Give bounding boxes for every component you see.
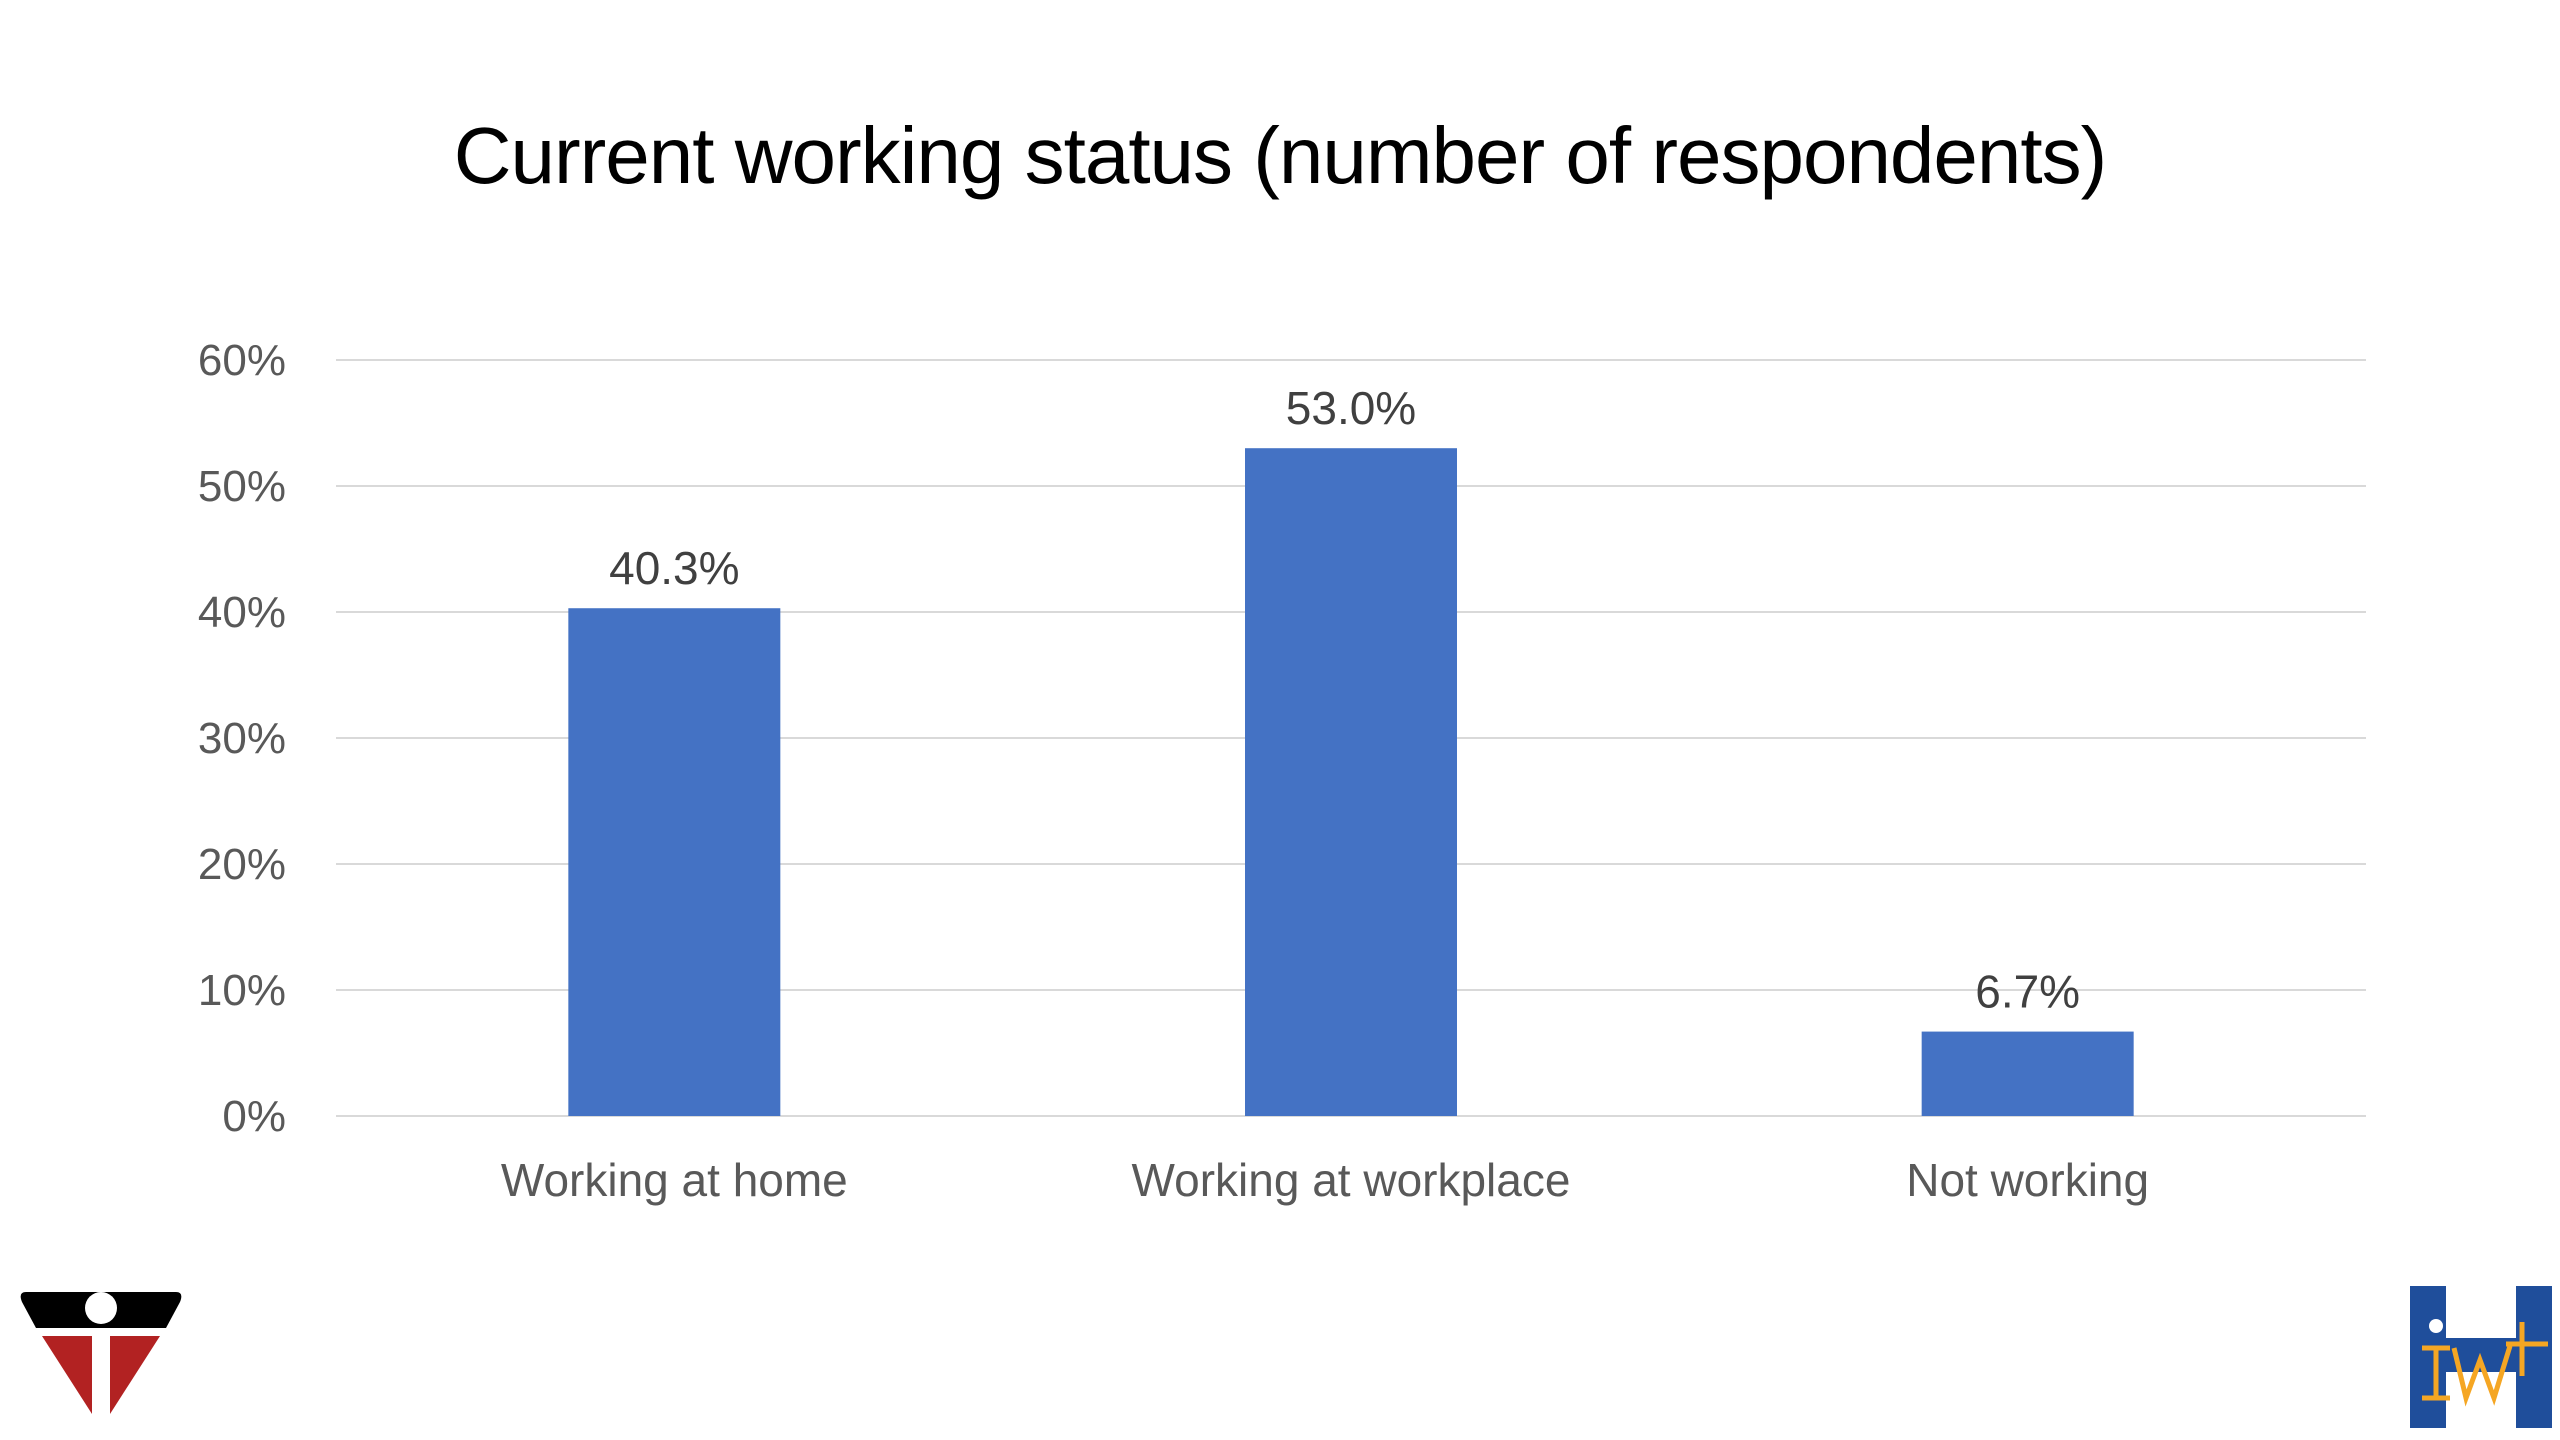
y-tick-label: 0% bbox=[222, 1092, 286, 1141]
data-label: 53.0% bbox=[1286, 382, 1416, 434]
x-category-label: Working at workplace bbox=[1132, 1154, 1571, 1206]
helmet-logo-icon bbox=[20, 1292, 182, 1414]
chart-title: Current working status (number of respon… bbox=[453, 111, 2108, 200]
data-label: 6.7% bbox=[1975, 966, 2080, 1018]
data-label: 40.3% bbox=[609, 542, 739, 594]
data-labels: 40.3% 53.0% 6.7% bbox=[609, 382, 2080, 1017]
y-tick-label: 10% bbox=[198, 966, 286, 1015]
iwh-logo-icon bbox=[2410, 1286, 2552, 1428]
y-tick-label: 40% bbox=[198, 588, 286, 637]
bar bbox=[568, 608, 781, 1116]
y-tick-label: 30% bbox=[198, 714, 286, 763]
x-category-label: Not working bbox=[1906, 1154, 2149, 1206]
bar bbox=[1921, 1031, 2134, 1116]
y-tick-label: 60% bbox=[198, 336, 286, 385]
y-tick-label: 20% bbox=[198, 840, 286, 889]
bar bbox=[1245, 448, 1457, 1116]
x-axis-categories: Working at home Working at workplace Not w… bbox=[501, 1154, 2149, 1206]
y-tick-label: 50% bbox=[198, 462, 286, 511]
y-axis-ticks: 0% 10% 20% 30% 40% 50% 60% bbox=[198, 336, 286, 1141]
x-category-label: Working at home bbox=[501, 1154, 848, 1206]
bars bbox=[568, 448, 2134, 1116]
